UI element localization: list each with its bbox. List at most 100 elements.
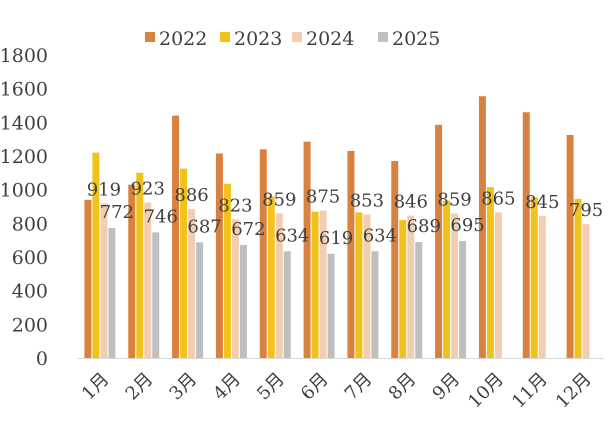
bar-2025-5 (283, 251, 291, 358)
bar-2023-7 (355, 212, 363, 358)
x-tick-label: 2月 (122, 369, 158, 405)
data-label-2024-8: 846 (394, 192, 428, 213)
data-label-2025-6: 619 (319, 228, 353, 249)
bar-2023-2 (136, 172, 144, 358)
legend-label-2025: 2025 (392, 28, 440, 50)
data-label-2025-4: 672 (231, 219, 265, 240)
bar-2024-9 (451, 213, 459, 358)
bar-2022-2 (128, 184, 136, 358)
data-label-2024-1: 919 (87, 179, 121, 200)
x-tick-label: 6月 (297, 369, 333, 405)
x-axis: 1月 2月 3月 4月 5月 6月 7月 8月 9月 10月 11月 12月 (78, 369, 596, 413)
legend-swatch-2024 (292, 32, 302, 42)
bar-2022-11 (522, 112, 530, 358)
y-tick-label: 800 (12, 213, 48, 235)
bar-2024-6 (319, 210, 327, 358)
bar-2022-1 (84, 199, 92, 358)
bar-2024-10 (494, 212, 502, 358)
bar-2023-11 (530, 197, 538, 358)
data-label-2024-12: 795 (569, 200, 603, 221)
bar-2023-5 (267, 196, 275, 358)
legend-swatch-2025 (378, 32, 388, 42)
bar-2023-9 (443, 200, 451, 358)
y-tick-label: 1400 (0, 112, 48, 134)
y-tick-label: 600 (12, 247, 48, 269)
bar-2023-6 (311, 211, 319, 358)
bar-2023-8 (399, 219, 407, 358)
bar-2025-8 (415, 242, 423, 358)
x-tick-label: 10月 (464, 369, 508, 413)
bar-2024-1 (100, 203, 108, 358)
legend: 2022 2023 2024 2025 (145, 28, 440, 50)
y-tick-label: 1000 (0, 180, 48, 202)
x-tick-label: 4月 (209, 369, 245, 405)
x-tick-label: 3月 (165, 369, 201, 405)
bar-2022-12 (566, 134, 574, 358)
bar-2023-4 (223, 183, 231, 358)
y-axis: 0 200 400 600 800 1000 1200 1400 1600 1800 (0, 45, 48, 370)
bar-2022-4 (215, 153, 223, 358)
x-tick-label: 1月 (78, 369, 114, 405)
x-tick-label: 11月 (508, 369, 552, 413)
data-label-2025-7: 634 (363, 225, 397, 246)
bar-2025-6 (327, 253, 335, 358)
bar-2022-9 (435, 124, 443, 358)
data-label-2024-9: 859 (437, 189, 471, 210)
legend-label-2023: 2023 (234, 28, 282, 50)
bar-2022-10 (478, 96, 486, 358)
bar-2023-10 (486, 187, 494, 358)
bar-2024-2 (144, 202, 152, 358)
bar-2025-1 (108, 228, 116, 358)
data-label-2024-2: 923 (131, 179, 165, 200)
data-label-2024-7: 853 (350, 190, 384, 211)
bar-2024-12 (582, 224, 590, 358)
data-label-2025-9: 695 (450, 215, 484, 236)
bars (84, 96, 590, 358)
legend-label-2022: 2022 (159, 28, 207, 50)
bar-2024-4 (231, 219, 239, 358)
bar-2023-12 (574, 198, 582, 358)
bar-2023-3 (180, 168, 188, 358)
bar-2025-7 (371, 251, 379, 358)
data-label-2025-1: 772 (100, 202, 134, 223)
data-label-2024-4: 823 (218, 195, 252, 216)
data-label-2024-3: 886 (174, 185, 208, 206)
data-label-2025-3: 687 (187, 216, 221, 237)
legend-swatch-2023 (220, 32, 230, 42)
y-tick-label: 1600 (0, 79, 48, 101)
data-label-2024-11: 845 (525, 192, 559, 213)
x-tick-label: 5月 (253, 369, 289, 405)
data-label-2025-8: 689 (407, 216, 441, 237)
bar-2024-8 (407, 215, 415, 358)
data-label-2024-10: 865 (481, 188, 515, 209)
legend-label-2024: 2024 (306, 28, 354, 50)
y-tick-label: 0 (36, 348, 48, 370)
bar-2024-3 (188, 208, 196, 358)
bar-2025-9 (459, 241, 467, 358)
bar-2022-6 (303, 141, 311, 358)
x-tick-label: 9月 (428, 369, 464, 405)
y-tick-label: 400 (12, 281, 48, 303)
bar-2025-3 (196, 242, 204, 358)
bar-2022-7 (347, 150, 355, 358)
y-tick-label: 1200 (0, 146, 48, 168)
bar-2022-5 (259, 149, 267, 358)
y-tick-label: 200 (12, 314, 48, 336)
x-tick-label: 8月 (385, 369, 421, 405)
legend-swatch-2022 (145, 32, 155, 42)
data-label-2025-2: 746 (144, 206, 178, 227)
bar-2023-1 (92, 152, 100, 358)
data-labels: 919 923 886 823 859 875 853 846 859 865 845 795 772 7… (87, 179, 604, 249)
bar-2024-5 (275, 213, 283, 358)
bar-2025-2 (152, 232, 160, 358)
data-label-2024-6: 875 (306, 187, 340, 208)
bar-2024-11 (538, 215, 546, 358)
data-label-2025-5: 634 (275, 225, 309, 246)
y-tick-label: 1800 (0, 45, 48, 67)
bar-2025-4 (239, 244, 247, 358)
bar-2022-8 (391, 161, 399, 358)
bar-2022-3 (172, 115, 180, 358)
x-tick-label: 12月 (552, 369, 596, 413)
x-tick-label: 7月 (341, 369, 377, 405)
